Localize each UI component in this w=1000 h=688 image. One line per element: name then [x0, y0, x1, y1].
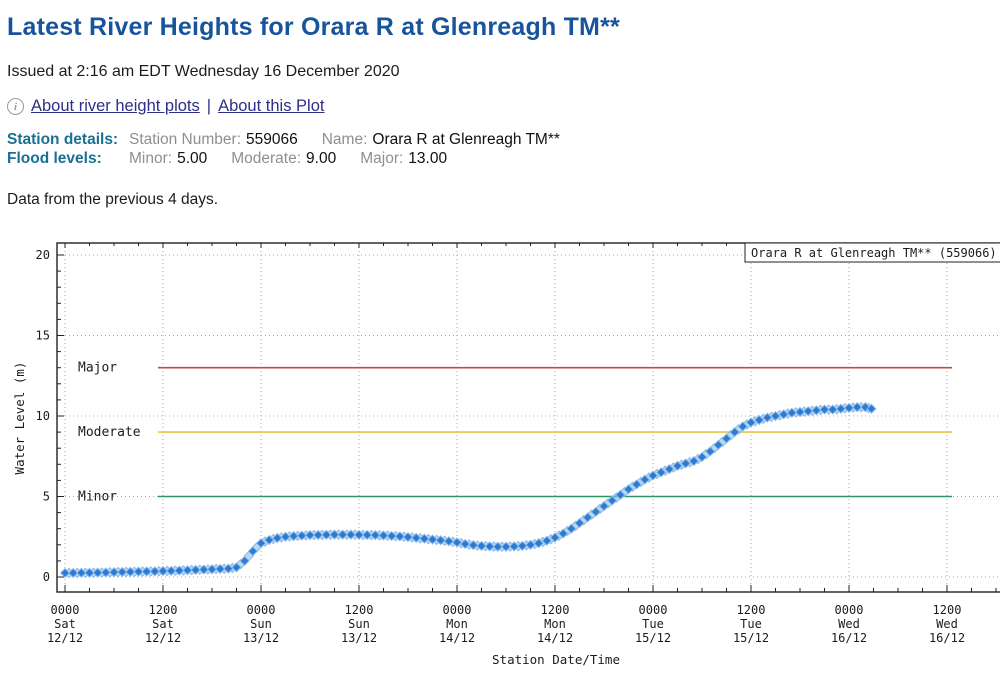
- y-axis-tick-labels: 0 5 10 15 20: [36, 248, 50, 584]
- svg-text:15/12: 15/12: [733, 631, 769, 645]
- about-links-row: i About river height plots | About this …: [7, 97, 324, 116]
- svg-text:0000: 0000: [51, 603, 80, 617]
- major-value: 13.00: [408, 150, 448, 167]
- svg-text:0000: 0000: [639, 603, 668, 617]
- svg-text:13/12: 13/12: [341, 631, 377, 645]
- minor-label: Minor:: [129, 150, 173, 167]
- svg-text:1200: 1200: [737, 603, 766, 617]
- station-details-row: Station details: Station Number: 559066 Nam…: [7, 131, 560, 149]
- flood-levels-heading: Flood levels:: [7, 150, 102, 167]
- svg-text:1200: 1200: [933, 603, 962, 617]
- svg-text:16/12: 16/12: [831, 631, 867, 645]
- svg-text:Sat: Sat: [152, 617, 174, 631]
- svg-text:Sat: Sat: [54, 617, 76, 631]
- series-markers: [59, 402, 877, 579]
- svg-text:16/12: 16/12: [929, 631, 965, 645]
- svg-text:20: 20: [36, 248, 50, 262]
- link-separator: |: [206, 97, 212, 115]
- axis-ticks: [57, 243, 997, 592]
- svg-text:12/12: 12/12: [145, 631, 181, 645]
- svg-text:13/12: 13/12: [243, 631, 279, 645]
- data-period-note: Data from the previous 4 days.: [7, 191, 219, 208]
- svg-text:15/12: 15/12: [635, 631, 671, 645]
- info-icon: i: [7, 98, 24, 115]
- station-number-label: Station Number:: [129, 131, 241, 148]
- station-name-label: Name:: [321, 131, 368, 148]
- river-height-plot: Major Moderate Minor Orara R at Glenreagh T…: [0, 233, 1000, 683]
- station-details-heading: Station details:: [7, 131, 119, 148]
- svg-text:0000: 0000: [835, 603, 864, 617]
- svg-text:Mon: Mon: [446, 617, 468, 631]
- issued-timestamp: Issued at 2:16 am EDT Wednesday 16 Decem…: [7, 63, 400, 80]
- minor-value: 5.00: [177, 150, 208, 167]
- svg-text:0000: 0000: [247, 603, 276, 617]
- svg-text:1200: 1200: [345, 603, 374, 617]
- flood-level-lines: Major Moderate Minor: [78, 361, 952, 505]
- station-name-value: Orara R at Glenreagh TM**: [372, 131, 560, 148]
- svg-text:0: 0: [43, 570, 50, 584]
- svg-text:Sun: Sun: [348, 617, 370, 631]
- svg-text:15: 15: [36, 329, 50, 343]
- page-title: Latest River Heights for Orara R at Glen…: [7, 13, 620, 41]
- plot-border: [56, 242, 1000, 593]
- about-this-plot-link[interactable]: About this Plot: [218, 97, 325, 115]
- flood-label-major: Major: [78, 361, 117, 376]
- flood-label-minor: Minor: [78, 490, 117, 505]
- legend: Orara R at Glenreagh TM** (559066): [744, 242, 1000, 263]
- svg-text:5: 5: [43, 490, 50, 504]
- svg-text:10: 10: [36, 409, 50, 423]
- series-markers-light: [63, 401, 874, 579]
- flood-levels-row: Flood levels: Minor: 5.00 Moderate: 9.00 Majo…: [7, 150, 447, 168]
- flood-label-moderate: Moderate: [78, 425, 141, 440]
- svg-text:14/12: 14/12: [439, 631, 475, 645]
- station-number-value: 559066: [246, 131, 298, 148]
- svg-text:1200: 1200: [541, 603, 570, 617]
- svg-text:14/12: 14/12: [537, 631, 573, 645]
- svg-text:0000: 0000: [443, 603, 472, 617]
- x-axis-tick-labels: 0000Sat12/121200Sat12/120000Sun13/121200…: [47, 603, 965, 645]
- y-axis-title: Water Level (m): [12, 362, 27, 475]
- svg-text:1200: 1200: [149, 603, 178, 617]
- moderate-label: Moderate:: [231, 150, 302, 167]
- svg-text:Sun: Sun: [250, 617, 272, 631]
- gridlines: [57, 243, 1000, 592]
- svg-text:12/12: 12/12: [47, 631, 83, 645]
- svg-text:Wed: Wed: [936, 617, 958, 631]
- svg-text:Tue: Tue: [642, 617, 664, 631]
- svg-text:Tue: Tue: [740, 617, 762, 631]
- major-label: Major:: [360, 150, 404, 167]
- svg-text:Mon: Mon: [544, 617, 566, 631]
- x-axis-title: Station Date/Time: [492, 652, 620, 667]
- about-river-height-plots-link[interactable]: About river height plots: [31, 97, 200, 115]
- moderate-value: 9.00: [306, 150, 337, 167]
- svg-text:Wed: Wed: [838, 617, 860, 631]
- legend-label: Orara R at Glenreagh TM** (559066): [751, 246, 997, 260]
